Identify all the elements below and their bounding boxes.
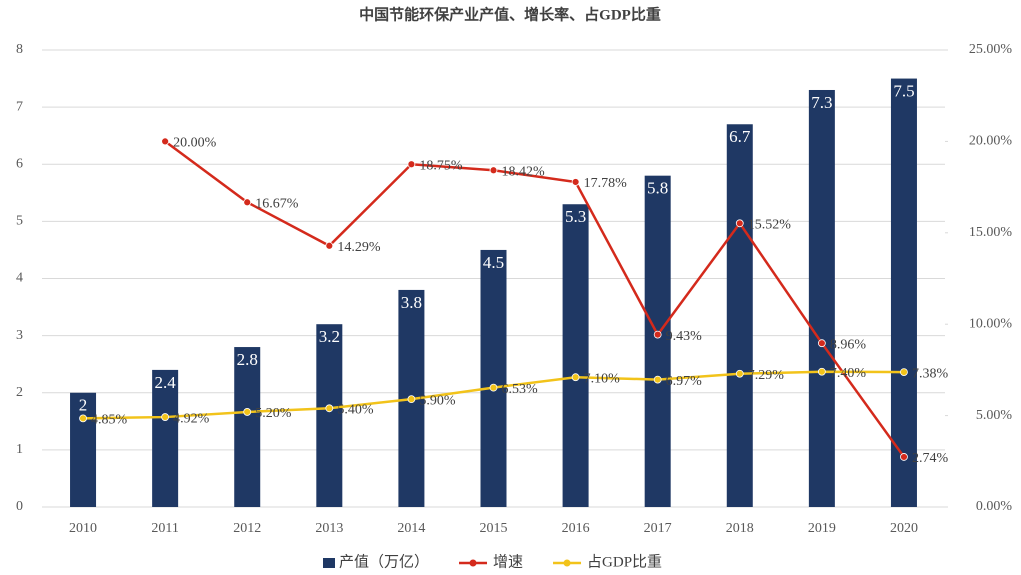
y2-tick-label: 20.00% — [969, 134, 1013, 149]
data-label: 8.96% — [830, 337, 867, 352]
line-marker — [817, 367, 826, 376]
y2-tick-label: 10.00% — [969, 316, 1013, 331]
bar — [644, 175, 671, 508]
data-label: 5.40% — [337, 403, 374, 418]
chart-title: 中国节能环保产业产值、增长率、占GDP比重 — [359, 5, 661, 23]
legend-swatch — [469, 559, 477, 567]
data-label: 7.10% — [584, 371, 621, 386]
x-tick-label: 2020 — [890, 521, 918, 536]
y2-tick-label: 25.00% — [969, 42, 1013, 57]
line-marker — [161, 413, 170, 421]
data-label: 6.97% — [666, 374, 703, 389]
legend-label: 占GDP比重 — [587, 553, 662, 570]
data-label: 2.74% — [912, 451, 949, 466]
data-label: 7.29% — [748, 368, 785, 383]
line-marker — [735, 369, 744, 378]
bar — [316, 324, 343, 507]
bar — [726, 124, 753, 507]
data-label: 5.20% — [255, 406, 292, 421]
bar — [480, 249, 507, 507]
data-label: 9.43% — [666, 329, 703, 344]
line-marker — [817, 339, 826, 348]
bar-label: 6.7 — [729, 127, 751, 146]
bar-label: 4.5 — [483, 253, 504, 272]
line-marker — [653, 375, 662, 384]
bar — [152, 369, 179, 507]
x-tick-label: 2011 — [151, 521, 178, 536]
bar-label: 7.3 — [811, 93, 832, 112]
legend-swatch — [563, 559, 571, 567]
x-tick-label: 2013 — [315, 521, 343, 536]
line-marker — [79, 414, 87, 423]
line-marker — [407, 395, 416, 404]
y-tick-label: 8 — [16, 42, 23, 57]
bar — [562, 204, 589, 508]
line-marker — [900, 453, 908, 461]
line — [164, 140, 905, 458]
data-label: 7.40% — [830, 366, 867, 381]
x-tick-label: 2016 — [562, 521, 590, 536]
line-marker — [735, 219, 744, 228]
bar — [70, 392, 97, 507]
data-label: 15.52% — [748, 218, 792, 233]
bar — [234, 347, 261, 507]
line-marker — [243, 408, 252, 416]
y-tick-label: 1 — [16, 442, 23, 457]
bar-label: 5.8 — [647, 179, 668, 198]
line-marker — [653, 330, 662, 339]
data-label: 4.92% — [173, 411, 210, 426]
y-tick-label: 4 — [16, 271, 23, 286]
y-tick-label: 2 — [16, 385, 23, 400]
data-label: 20.00% — [173, 136, 217, 151]
data-label: 18.42% — [502, 165, 546, 180]
line-marker — [325, 404, 334, 413]
data-label: 7.38% — [912, 366, 949, 381]
line-marker — [243, 198, 252, 207]
y-tick-label: 6 — [16, 156, 23, 171]
data-label: 17.78% — [584, 176, 628, 191]
x-tick-label: 2014 — [397, 521, 425, 536]
x-tick-label: 2012 — [233, 521, 261, 536]
bar-label: 3.8 — [401, 293, 422, 312]
line-marker — [571, 178, 580, 186]
line-marker — [489, 383, 498, 392]
bar-label: 3.2 — [319, 327, 340, 346]
line-marker — [407, 160, 416, 169]
line-marker — [325, 241, 334, 250]
legend-swatch — [323, 558, 335, 568]
data-label: 6.53% — [502, 382, 539, 397]
bar-label: 2.8 — [237, 350, 258, 369]
legend-label: 增速 — [493, 553, 523, 570]
y-tick-label: 7 — [16, 99, 23, 114]
bar — [890, 78, 917, 507]
y2-tick-label: 0.00% — [976, 499, 1013, 514]
data-label: 14.29% — [337, 240, 381, 255]
line-marker — [161, 137, 170, 146]
bar — [808, 89, 835, 508]
y2-tick-label: 15.00% — [969, 225, 1013, 240]
y-tick-label: 0 — [16, 499, 23, 514]
legend-label: 产值（万亿） — [339, 553, 429, 570]
line-marker — [571, 373, 580, 382]
data-label: 4.85% — [91, 413, 128, 428]
bar-label: 5.3 — [565, 207, 586, 226]
x-tick-label: 2015 — [480, 521, 508, 536]
data-label: 5.90% — [419, 393, 456, 408]
bar-label: 2.4 — [155, 373, 177, 392]
data-label: 18.75% — [419, 158, 463, 173]
x-tick-label: 2010 — [69, 521, 97, 536]
x-tick-label: 2019 — [808, 521, 836, 536]
x-tick-label: 2018 — [726, 521, 754, 536]
y-tick-label: 5 — [16, 214, 23, 229]
line-marker — [900, 368, 908, 376]
bar-label: 2 — [79, 396, 88, 415]
y2-tick-label: 5.00% — [976, 408, 1013, 423]
y-tick-label: 3 — [16, 328, 23, 343]
x-tick-label: 2017 — [644, 521, 672, 536]
bar-label: 7.5 — [893, 81, 914, 100]
data-label: 16.67% — [255, 196, 299, 211]
line-marker — [489, 166, 498, 175]
